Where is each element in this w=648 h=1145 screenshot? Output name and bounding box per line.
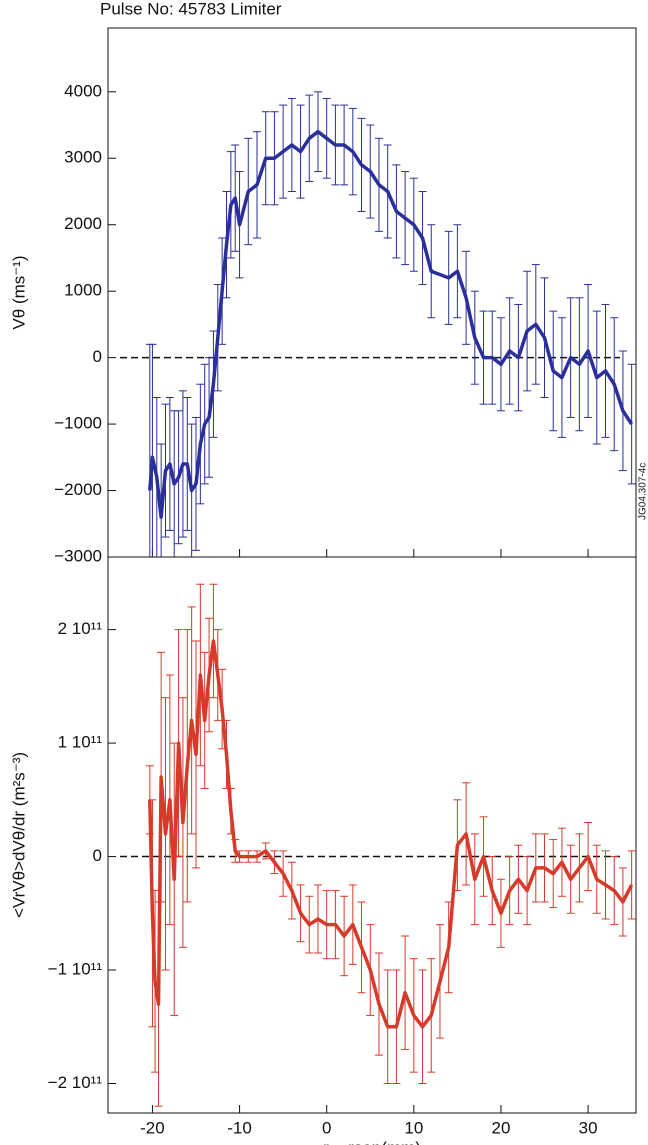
data-line [148, 129, 634, 519]
y-tick-label: −2 10¹¹ [48, 1073, 103, 1092]
y-tick-label: 0 [93, 846, 102, 865]
y-tick-label: −2000 [54, 480, 102, 499]
y-tick-label: 1000 [64, 281, 102, 300]
error-bar [627, 363, 636, 485]
x-tick-label: 30 [579, 1118, 598, 1137]
plot-frame [107, 556, 637, 1114]
y-tick-label: 0 [93, 347, 102, 366]
x-tick-label: -20 [140, 1118, 165, 1137]
y-tick-label: 1 10¹¹ [58, 733, 103, 752]
code-label: JG04.307-4c [638, 463, 648, 520]
data-line [148, 639, 634, 1029]
y-axis-label: <VrVθ>dVθ/dr (m²s⁻³) [9, 752, 28, 918]
plot-area [145, 91, 636, 557]
y-tick-label: −1000 [54, 414, 102, 433]
x-tick-label: 0 [322, 1118, 331, 1137]
x-axis-label: r − rsep(mm) [323, 1138, 421, 1145]
y-tick-label: 4000 [64, 81, 102, 100]
y-tick-label: 2000 [64, 214, 102, 233]
x-tick-label: -10 [227, 1118, 252, 1137]
y-axis-label: Vθ (ms⁻¹) [9, 255, 28, 329]
y-tick-label: 3000 [64, 148, 102, 167]
figure-title: Pulse No: 45783 Limiter [100, 0, 282, 18]
y-tick-label: −3000 [54, 546, 102, 565]
x-tick-label: 10 [404, 1118, 423, 1137]
x-tick-label: 20 [491, 1118, 510, 1137]
plot-area [145, 583, 636, 1107]
y-tick-label: −1 10¹¹ [48, 960, 103, 979]
y-tick-label: 2 10¹¹ [58, 619, 103, 638]
